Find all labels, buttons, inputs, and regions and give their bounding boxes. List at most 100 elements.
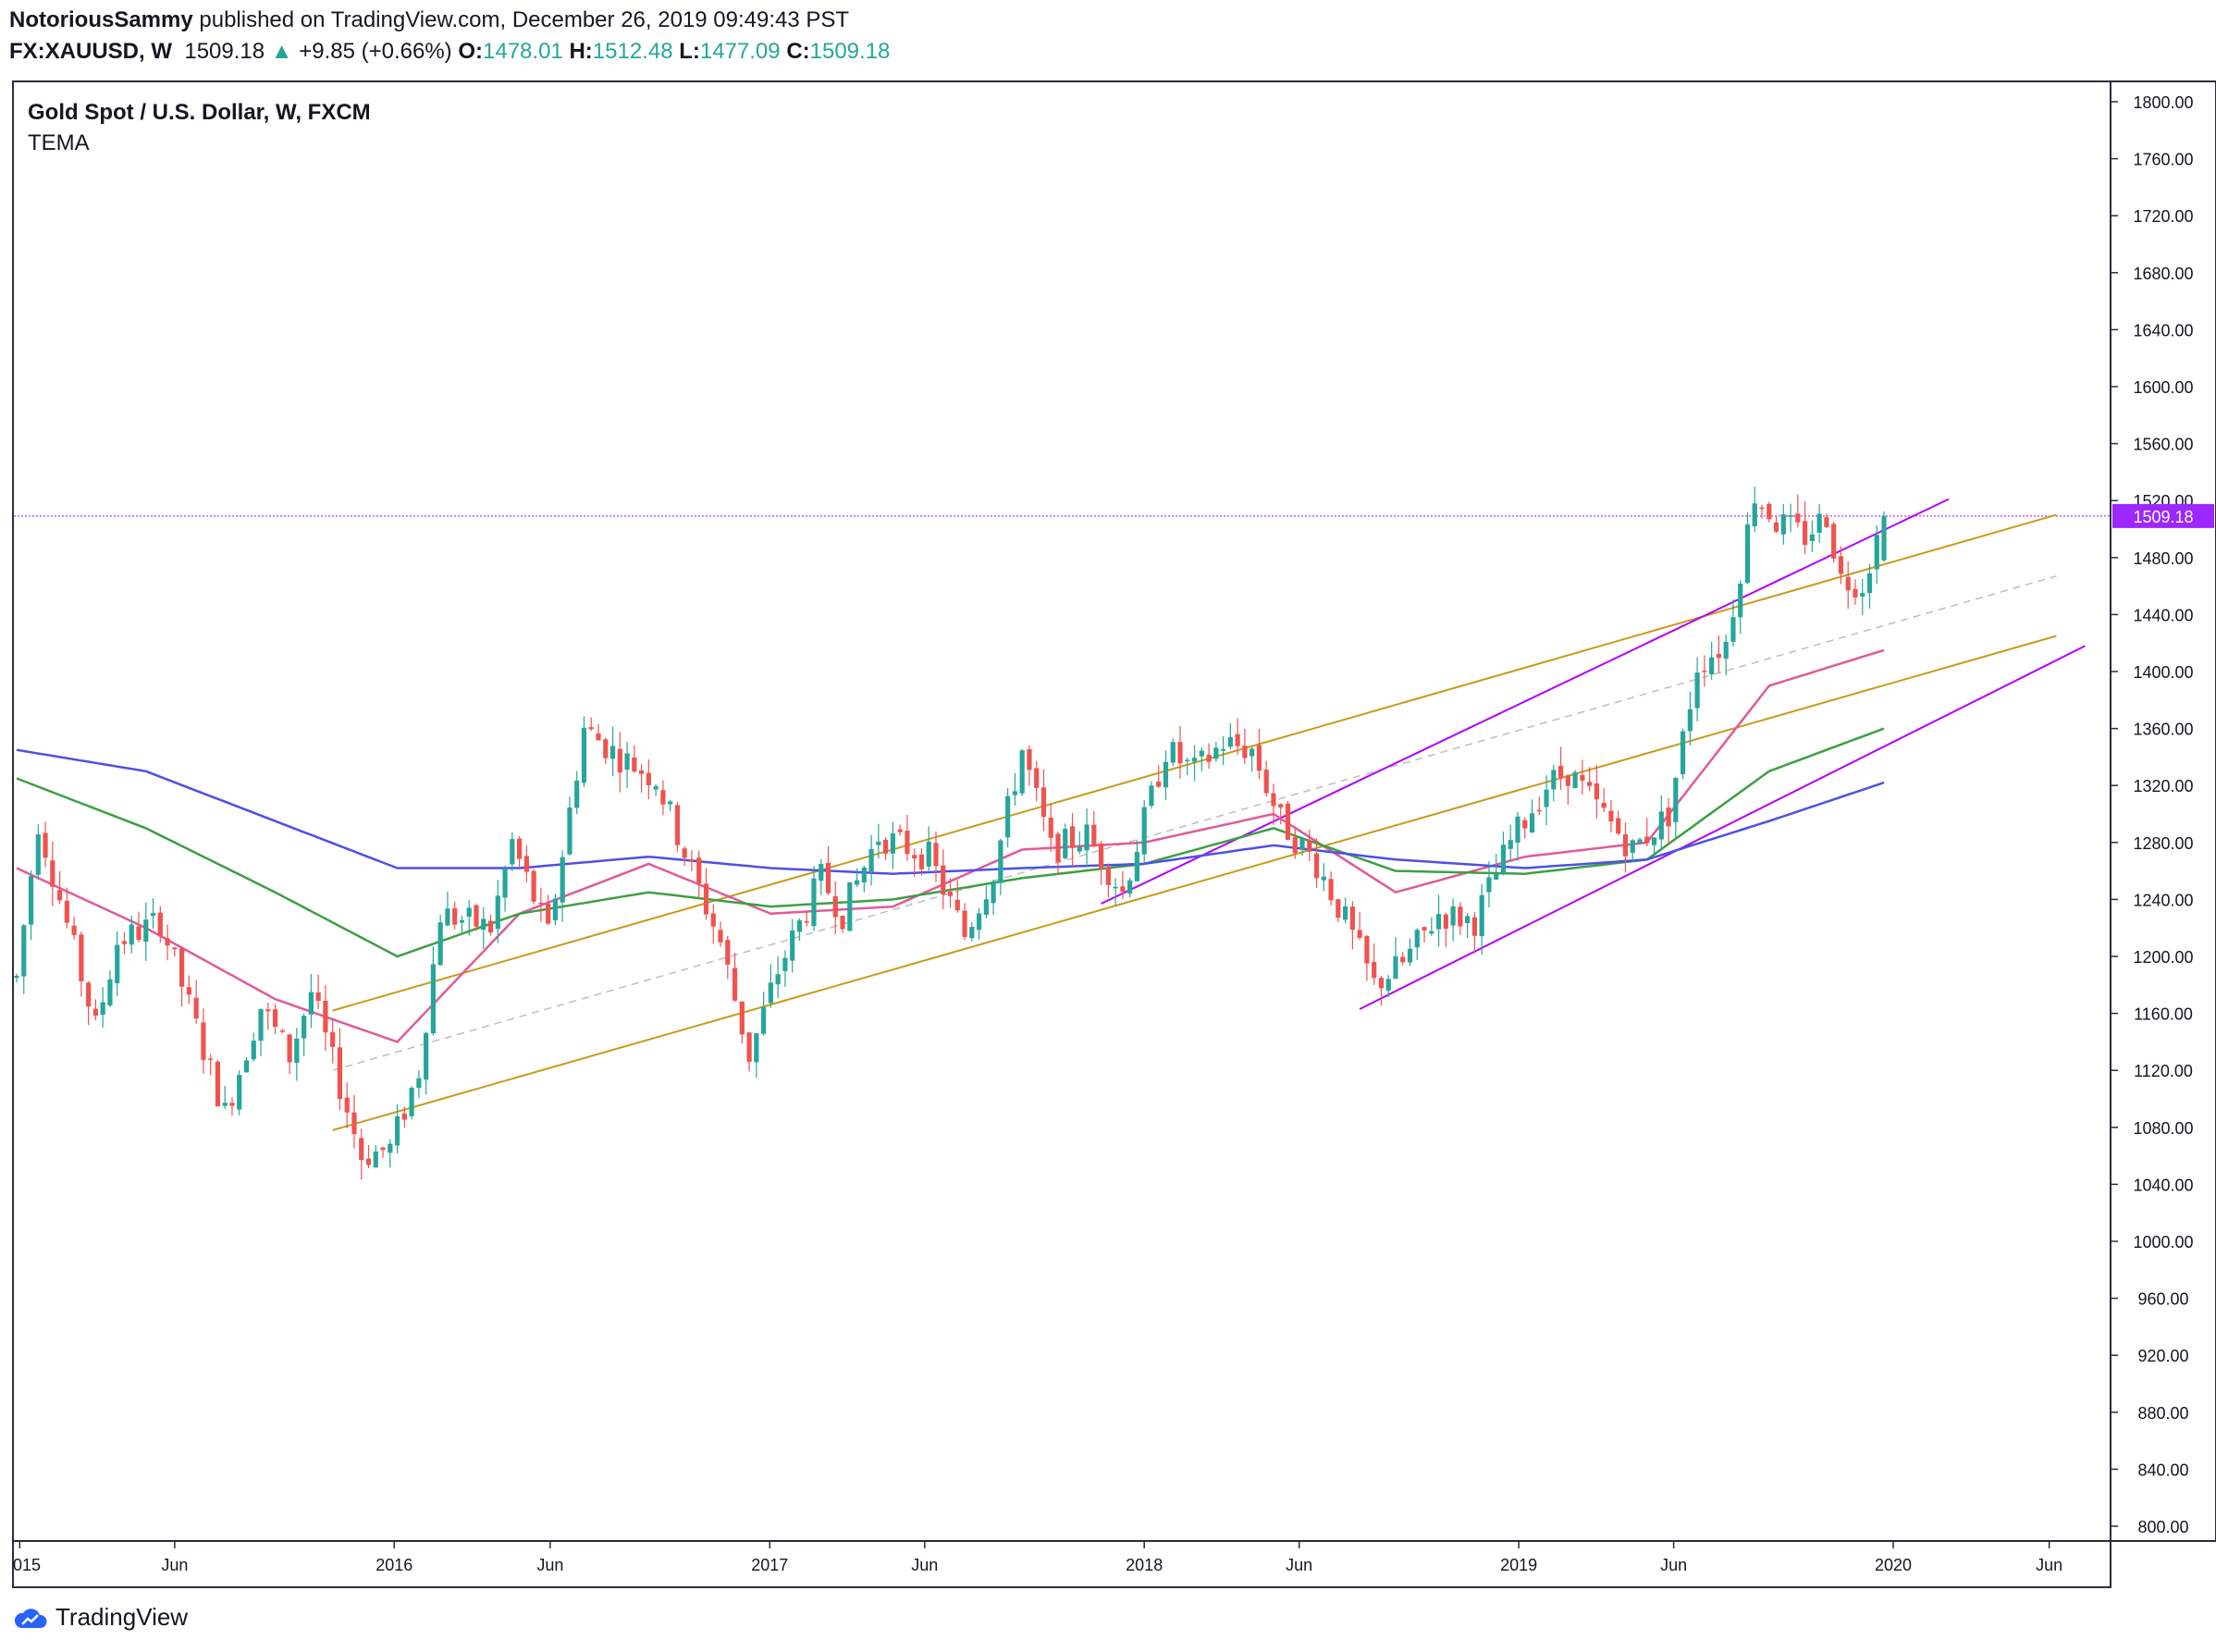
candle[interactable]	[947, 878, 954, 908]
candle[interactable]	[617, 732, 622, 793]
candle[interactable]	[107, 970, 113, 1007]
candle[interactable]	[1321, 863, 1326, 892]
candle[interactable]	[502, 865, 508, 912]
candle[interactable]	[1471, 912, 1477, 954]
candle[interactable]	[79, 931, 84, 997]
candle[interactable]	[258, 1008, 264, 1056]
candle[interactable]	[100, 987, 105, 1029]
candle[interactable]	[35, 824, 41, 880]
candle[interactable]	[208, 1054, 214, 1076]
candle[interactable]	[1034, 760, 1040, 802]
candle[interactable]	[344, 1082, 350, 1128]
candle[interactable]	[912, 848, 917, 877]
candle[interactable]	[811, 866, 817, 931]
candle[interactable]	[1393, 936, 1398, 980]
candle[interactable]	[682, 846, 687, 867]
candle[interactable]	[1385, 975, 1391, 998]
candle[interactable]	[287, 1033, 292, 1075]
candle[interactable]	[1077, 831, 1082, 855]
candle[interactable]	[1156, 765, 1162, 788]
candle[interactable]	[796, 918, 803, 942]
candle[interactable]	[1185, 758, 1190, 776]
candle[interactable]	[1730, 598, 1736, 647]
author-name[interactable]: NotoriousSammy	[9, 7, 193, 32]
candle[interactable]	[1005, 788, 1011, 848]
candle[interactable]	[50, 841, 55, 906]
candle[interactable]	[538, 887, 544, 922]
candle[interactable]	[552, 894, 559, 926]
candle[interactable]	[388, 1139, 393, 1168]
candle[interactable]	[179, 946, 185, 1007]
candle[interactable]	[710, 904, 716, 944]
candle[interactable]	[1680, 728, 1686, 780]
candle[interactable]	[1874, 524, 1879, 584]
price-axis[interactable]	[2110, 80, 2216, 1542]
candle[interactable]	[1450, 898, 1456, 942]
candle[interactable]	[1824, 513, 1829, 528]
candle[interactable]	[201, 1008, 206, 1074]
candle[interactable]	[754, 1032, 759, 1079]
candle[interactable]	[1716, 635, 1722, 673]
candle[interactable]	[1630, 838, 1635, 863]
candle[interactable]	[229, 1097, 235, 1116]
candle[interactable]	[660, 780, 666, 816]
candle[interactable]	[718, 921, 723, 947]
candle[interactable]	[1773, 516, 1779, 534]
candle[interactable]	[64, 887, 69, 929]
candle[interactable]	[416, 1069, 422, 1099]
candle[interactable]	[1414, 928, 1420, 960]
candle[interactable]	[782, 950, 788, 987]
candle[interactable]	[150, 898, 156, 930]
candle[interactable]	[703, 868, 709, 920]
candle[interactable]	[315, 974, 321, 1009]
candle[interactable]	[746, 1031, 752, 1072]
candle[interactable]	[1608, 800, 1614, 832]
candle[interactable]	[739, 1001, 745, 1044]
candle[interactable]	[1221, 736, 1226, 765]
candle[interactable]	[897, 824, 903, 836]
candle[interactable]	[933, 832, 939, 882]
candle[interactable]	[876, 823, 881, 859]
candle[interactable]	[56, 870, 63, 905]
candle[interactable]	[1551, 764, 1557, 802]
candle[interactable]	[1307, 829, 1312, 862]
candle[interactable]	[1809, 520, 1815, 553]
candle[interactable]	[430, 946, 436, 1036]
candle[interactable]	[193, 980, 199, 1024]
candle[interactable]	[567, 796, 572, 856]
candle[interactable]	[437, 914, 443, 967]
candle[interactable]	[1012, 772, 1018, 807]
candle[interactable]	[1557, 746, 1564, 790]
candle[interactable]	[1328, 871, 1334, 906]
candle[interactable]	[1227, 723, 1233, 750]
candle[interactable]	[279, 1029, 285, 1033]
candle[interactable]	[1242, 728, 1248, 764]
candle[interactable]	[516, 835, 523, 867]
candle[interactable]	[624, 742, 630, 788]
candle[interactable]	[1759, 504, 1765, 519]
candle[interactable]	[1105, 863, 1111, 898]
candle[interactable]	[1278, 803, 1284, 825]
candle[interactable]	[1019, 748, 1025, 796]
candle[interactable]	[43, 821, 48, 868]
candle[interactable]	[1601, 787, 1607, 813]
candle[interactable]	[215, 1059, 221, 1107]
candle[interactable]	[1723, 635, 1729, 676]
candle[interactable]	[1744, 512, 1751, 585]
candle[interactable]	[1292, 828, 1298, 859]
candle[interactable]	[380, 1146, 386, 1158]
candle[interactable]	[337, 1028, 343, 1111]
candle[interactable]	[186, 975, 191, 1005]
candle[interactable]	[1299, 836, 1305, 856]
candle[interactable]	[983, 885, 989, 918]
candle[interactable]	[1709, 641, 1715, 681]
candle[interactable]	[1213, 742, 1219, 762]
candle[interactable]	[689, 850, 695, 871]
candle[interactable]	[1515, 811, 1520, 861]
candle[interactable]	[1816, 504, 1822, 543]
candle[interactable]	[1206, 743, 1212, 770]
candle[interactable]	[1529, 799, 1535, 833]
candle[interactable]	[136, 911, 142, 943]
candle[interactable]	[1191, 745, 1198, 782]
candle[interactable]	[890, 821, 895, 869]
